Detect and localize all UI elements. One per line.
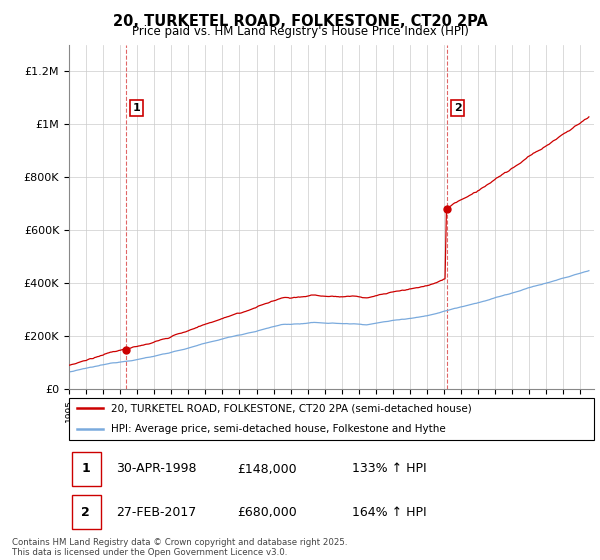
Text: £680,000: £680,000	[237, 506, 297, 519]
Text: 30-APR-1998: 30-APR-1998	[116, 463, 197, 475]
Text: Price paid vs. HM Land Registry's House Price Index (HPI): Price paid vs. HM Land Registry's House …	[131, 25, 469, 38]
Text: 20, TURKETEL ROAD, FOLKESTONE, CT20 2PA (semi-detached house): 20, TURKETEL ROAD, FOLKESTONE, CT20 2PA …	[111, 403, 472, 413]
Text: 133% ↑ HPI: 133% ↑ HPI	[353, 463, 427, 475]
Text: HPI: Average price, semi-detached house, Folkestone and Hythe: HPI: Average price, semi-detached house,…	[111, 424, 446, 434]
Text: Contains HM Land Registry data © Crown copyright and database right 2025.
This d: Contains HM Land Registry data © Crown c…	[12, 538, 347, 557]
Bar	[71, 495, 101, 529]
Text: £148,000: £148,000	[237, 463, 296, 475]
Text: 2: 2	[82, 506, 90, 519]
Text: 20, TURKETEL ROAD, FOLKESTONE, CT20 2PA: 20, TURKETEL ROAD, FOLKESTONE, CT20 2PA	[113, 14, 487, 29]
Text: 164% ↑ HPI: 164% ↑ HPI	[353, 506, 427, 519]
Bar	[71, 452, 101, 486]
Text: 2: 2	[454, 103, 461, 113]
Text: 27-FEB-2017: 27-FEB-2017	[116, 506, 197, 519]
Text: 1: 1	[82, 463, 90, 475]
Text: 1: 1	[133, 103, 140, 113]
